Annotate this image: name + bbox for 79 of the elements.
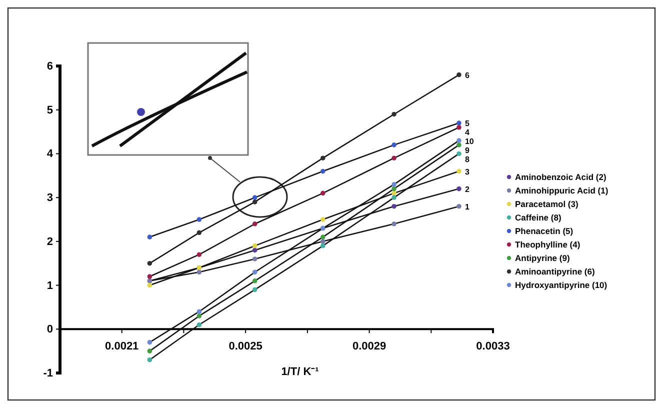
point (456, 72, 462, 78)
point (147, 234, 152, 240)
point (320, 234, 326, 240)
legend-label: Caffeine (8) (515, 212, 562, 222)
x-tick-label: 0.0021 (105, 340, 139, 352)
point (456, 120, 462, 126)
point (392, 156, 396, 160)
point (196, 252, 202, 257)
point (392, 190, 396, 196)
point (196, 230, 202, 236)
point (320, 190, 326, 196)
point (392, 195, 396, 200)
point (196, 322, 202, 328)
x-tick-label: 0.0029 (352, 340, 386, 352)
point (147, 348, 152, 354)
x-tick-label: 0.0033 (476, 340, 510, 352)
point (392, 186, 396, 192)
legend-label: Aminoantipyrine (6) (515, 266, 595, 276)
point (456, 151, 462, 156)
point (252, 278, 258, 284)
point (147, 282, 152, 288)
point (147, 340, 152, 345)
point (320, 239, 326, 244)
point (147, 357, 152, 362)
point (392, 142, 396, 148)
legend-label: Aminobenzoic Acid (2) (515, 172, 606, 182)
legend-label: Paracetamol (3) (515, 199, 578, 209)
point (392, 204, 396, 209)
point (456, 142, 462, 148)
point (196, 270, 202, 275)
point (252, 243, 258, 248)
point (252, 200, 258, 204)
annotation: 6 (464, 70, 470, 80)
point (252, 195, 258, 200)
y-tick-label: 3 (46, 192, 53, 204)
legend-label: Hydroxyantipyrine (10) (515, 280, 608, 290)
annotation: 3 (464, 167, 470, 176)
annotation: 1 (464, 202, 470, 212)
annotation: 8 (464, 155, 470, 164)
legend-label: Antipyrine (9) (515, 253, 570, 263)
x-axis-title: 1/T/ K⁻¹ (281, 366, 320, 378)
point (320, 243, 326, 248)
point (392, 112, 396, 117)
point (252, 256, 258, 262)
annotation: 10 (464, 137, 474, 146)
point (252, 221, 258, 226)
y-tick-label: 4 (46, 148, 54, 160)
y-tick-label: 6 (46, 60, 53, 73)
annotation: 2 (464, 184, 470, 194)
point (252, 270, 258, 275)
point (252, 287, 258, 292)
point (456, 125, 462, 130)
y-tick-label: 2 (46, 236, 53, 248)
annotation: 9 (464, 146, 470, 156)
legend-label: Phenacetin (5) (515, 226, 574, 236)
point (392, 182, 396, 187)
point (320, 156, 326, 160)
point (196, 314, 202, 318)
point (456, 168, 462, 174)
point (392, 221, 396, 226)
point (456, 186, 462, 192)
y-tick-label: 0 (46, 324, 53, 336)
point (320, 217, 326, 222)
point (252, 248, 258, 253)
point (196, 217, 202, 222)
point (147, 260, 152, 266)
y-tick-label: -1 (43, 368, 53, 380)
annotation: 4 (464, 128, 470, 138)
point (147, 274, 152, 279)
point (456, 138, 462, 143)
y-tick-label: 1 (46, 280, 53, 292)
x-tick-label: 0.0025 (228, 340, 262, 352)
point (456, 204, 462, 209)
point (196, 309, 202, 314)
legend-label: Theophylline (4) (515, 240, 580, 250)
annotation: 5 (464, 119, 470, 128)
y-tick-label: 5 (46, 104, 53, 116)
point (320, 168, 326, 174)
legend-label: Aminohippuric Acid (1) (515, 186, 608, 196)
